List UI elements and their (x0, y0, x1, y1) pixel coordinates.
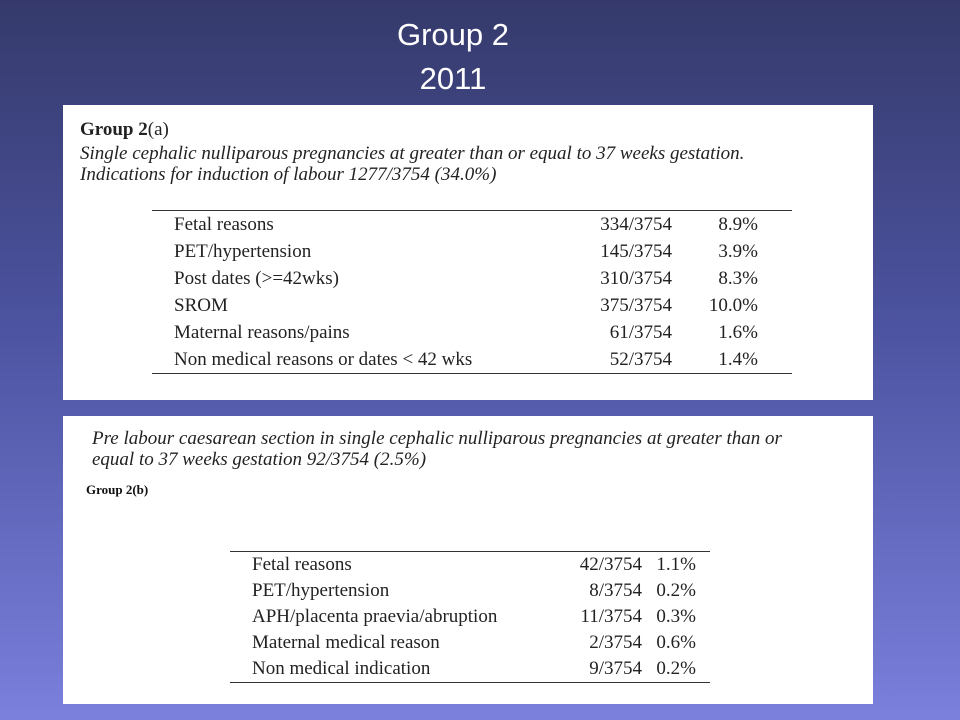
row-label: Maternal medical reason (252, 632, 440, 653)
table-row: APH/placenta praevia/abruption 11/3754 0… (230, 604, 710, 630)
group-2b-caption: Pre labour caesarean section in single c… (92, 428, 862, 470)
row-count: 375/3754 (600, 295, 672, 316)
row-count: 145/3754 (600, 241, 672, 262)
table-row: Post dates (>=42wks) 310/3754 8.3% (152, 265, 792, 292)
caption-line-1: Single cephalic nulliparous pregnancies … (80, 143, 745, 164)
table-row: PET/hypertension 8/3754 0.2% (230, 578, 710, 604)
table-row: Fetal reasons 334/3754 8.9% (152, 211, 792, 239)
caption-line-2: equal to 37 weeks gestation 92/3754 (2.5… (92, 449, 427, 470)
row-count: 42/3754 (579, 554, 642, 575)
caption-line-2: Indications for induction of labour 1277… (80, 164, 497, 185)
table-row: Maternal medical reason 2/3754 0.6% (230, 630, 710, 656)
row-count: 61/3754 (609, 322, 672, 343)
row-percent: 1.4% (718, 349, 758, 370)
row-percent: 0.3% (656, 606, 696, 627)
row-percent: 3.9% (718, 241, 758, 262)
row-label: Fetal reasons (174, 214, 274, 235)
row-percent: 1.1% (656, 554, 696, 575)
group-2b-heading: Group 2(b) (86, 482, 149, 497)
row-label: Non medical reasons or dates < 42 wks (174, 349, 473, 370)
group-heading-suffix: (a) (147, 119, 169, 140)
row-count: 8/3754 (589, 580, 642, 601)
row-percent: 0.2% (656, 658, 696, 679)
row-percent: 10.0% (708, 295, 758, 316)
row-label: Post dates (>=42wks) (174, 268, 339, 289)
table-row: Non medical indication 9/3754 0.2% (230, 656, 710, 683)
caesarean-indications-table: Fetal reasons 42/3754 1.1% PET/hypertens… (230, 551, 710, 683)
row-count: 52/3754 (609, 349, 672, 370)
slide-title: Group 2 (396, 17, 509, 52)
group-2a-caption: Single cephalic nulliparous pregnancies … (80, 143, 870, 185)
row-label: PET/hypertension (252, 580, 390, 601)
row-percent: 0.6% (656, 632, 696, 653)
row-count: 310/3754 (600, 268, 672, 289)
table-row: SROM 375/3754 10.0% (152, 292, 792, 319)
group-2a-panel: Group 2(a) Single cephalic nulliparous p… (63, 105, 873, 400)
row-percent: 8.3% (718, 268, 758, 289)
row-label: Maternal reasons/pains (174, 322, 350, 343)
row-label: Non medical indication (252, 658, 431, 679)
row-label: Fetal reasons (252, 554, 352, 575)
induction-indications-table: Fetal reasons 334/3754 8.9% PET/hyperten… (152, 210, 792, 374)
group-2b-panel: Pre labour caesarean section in single c… (63, 416, 873, 704)
row-percent: 1.6% (718, 322, 758, 343)
group-2a-heading: Group 2(a) (80, 119, 169, 141)
table-row: Fetal reasons 42/3754 1.1% (230, 552, 710, 579)
row-count: 11/3754 (580, 606, 642, 627)
table-row: Maternal reasons/pains 61/3754 1.6% (152, 319, 792, 346)
row-label: SROM (174, 295, 228, 316)
row-count: 334/3754 (600, 214, 672, 235)
row-label: APH/placenta praevia/abruption (252, 606, 498, 627)
row-label: PET/hypertension (174, 241, 312, 262)
table-row: PET/hypertension 145/3754 3.9% (152, 238, 792, 265)
row-count: 2/3754 (589, 632, 642, 653)
row-percent: 0.2% (656, 580, 696, 601)
group-heading-bold: Group 2 (80, 119, 148, 140)
row-count: 9/3754 (589, 658, 642, 679)
slide-subtitle-year: 2011 (419, 61, 487, 96)
table-row: Non medical reasons or dates < 42 wks 52… (152, 346, 792, 374)
row-percent: 8.9% (718, 214, 758, 235)
caption-line-1: Pre labour caesarean section in single c… (92, 428, 782, 449)
